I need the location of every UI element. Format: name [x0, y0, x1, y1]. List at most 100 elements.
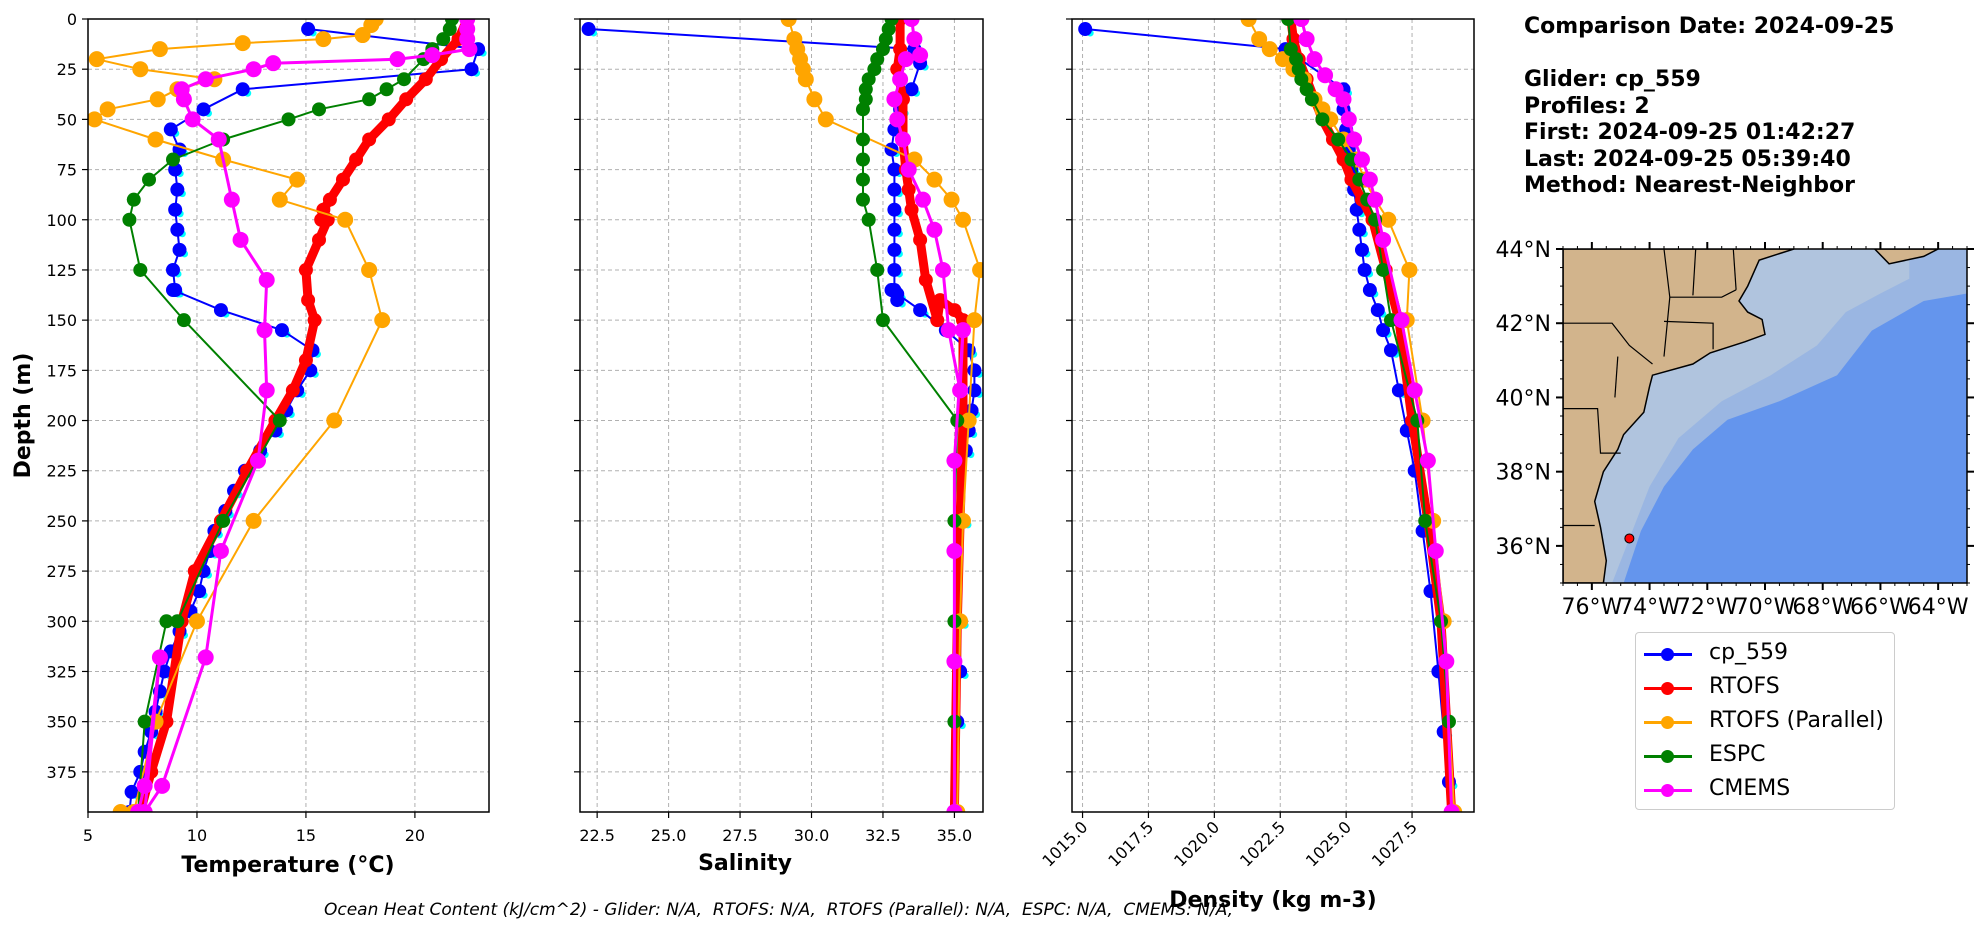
- axes-frame: [579, 18, 984, 813]
- data-point: [946, 452, 963, 469]
- data-point: [914, 191, 931, 208]
- lon-tick-label: 70°W: [1735, 595, 1796, 620]
- series-line-rtofs-parallel-: [787, 19, 982, 812]
- data-point: [281, 112, 296, 127]
- data-point: [122, 212, 137, 227]
- x-tick-label: 15: [296, 826, 316, 845]
- data-point: [1391, 383, 1406, 398]
- data-point: [274, 323, 289, 338]
- data-point: [797, 71, 814, 88]
- data-point: [197, 71, 214, 88]
- legend-item-rtofs-parallel: RTOFS (Parallel): [1636, 705, 1894, 739]
- data-point: [147, 131, 164, 148]
- temperature-panel: 5 10 15 20025507510012515017520022525027530…: [11, 10, 490, 878]
- x-axis-label: Salinity: [698, 851, 792, 876]
- data-point: [946, 653, 963, 670]
- data-point: [168, 202, 183, 217]
- state-border: [1614, 356, 1619, 398]
- data-point: [362, 92, 377, 107]
- data-point: [212, 543, 229, 560]
- lon-tick-label: 68°W: [1792, 595, 1853, 620]
- data-point: [381, 112, 396, 127]
- data-point: [192, 584, 207, 599]
- data-point: [894, 131, 911, 148]
- data-point: [213, 303, 228, 318]
- data-point: [1419, 452, 1436, 469]
- state-border: [1563, 408, 1621, 454]
- data-point: [1346, 131, 1363, 148]
- series-group: [581, 19, 983, 820]
- data-point: [858, 82, 873, 97]
- state-border: [1663, 320, 1714, 350]
- data-point: [397, 72, 412, 87]
- axes-frame: [87, 18, 490, 813]
- data-point: [1298, 31, 1315, 48]
- series-group: [88, 19, 487, 812]
- data-point: [210, 131, 227, 148]
- data-point: [1370, 303, 1385, 318]
- density-panel: 1015.0 1017.5 1020.0 1022.5 1025.0 1027.5 Dens…: [1038, 18, 1475, 913]
- data-point: [855, 102, 870, 117]
- data-point: [307, 313, 322, 328]
- legend-marker: [1661, 750, 1674, 763]
- lat-tick-label: 38°N: [1496, 461, 1551, 486]
- lat-tick-label: 36°N: [1496, 535, 1551, 560]
- data-point: [1443, 804, 1460, 812]
- glider-name: Glider: cp_559: [1524, 67, 1701, 92]
- glider-raw-point: [1453, 813, 1460, 820]
- first-time: First: 2024-09-25 01:42:27: [1524, 120, 1856, 145]
- data-point: [172, 242, 187, 257]
- data-point: [232, 231, 249, 248]
- data-point: [918, 272, 933, 287]
- data-point: [315, 31, 332, 48]
- y-tick-label: 25: [57, 60, 77, 79]
- data-point: [887, 222, 902, 237]
- data-point: [933, 293, 948, 308]
- data-point: [151, 41, 168, 58]
- y-tick-label: 75: [57, 161, 77, 180]
- data-point: [904, 82, 919, 97]
- data-point: [258, 271, 275, 288]
- data-point: [900, 161, 917, 178]
- data-point: [322, 192, 337, 207]
- x-axis-label: Temperature (°C): [181, 853, 394, 878]
- x-tick-label: 25.0: [651, 826, 687, 845]
- data-point: [301, 293, 316, 308]
- data-point: [855, 152, 870, 167]
- data-point: [130, 804, 147, 812]
- data-point: [926, 221, 943, 238]
- map-layers: [1563, 249, 1967, 583]
- data-point: [817, 111, 834, 128]
- data-point: [165, 283, 180, 298]
- data-point: [1362, 283, 1377, 298]
- data-point: [1352, 222, 1367, 237]
- legend-marker: [1661, 682, 1674, 695]
- data-point: [272, 413, 287, 428]
- data-point: [399, 92, 414, 107]
- data-point: [88, 111, 103, 128]
- glider-location-marker: [1624, 533, 1635, 544]
- land: [1563, 249, 1795, 583]
- data-point: [126, 192, 141, 207]
- data-point: [1240, 19, 1257, 27]
- data-point: [349, 152, 364, 167]
- glider-raw-point: [959, 813, 966, 820]
- comparison-date: Comparison Date: 2024-09-25: [1524, 14, 1895, 39]
- y-tick-label: 225: [46, 462, 77, 481]
- data-point: [912, 47, 929, 64]
- data-point: [137, 714, 152, 729]
- last-time: Last: 2024-09-25 05:39:40: [1524, 146, 1851, 172]
- data-point: [361, 261, 378, 278]
- data-point: [464, 62, 479, 77]
- legend-item-glider: cp_559: [1636, 637, 1894, 671]
- data-point: [887, 202, 902, 217]
- data-point: [176, 313, 191, 328]
- data-point: [1393, 312, 1410, 329]
- data-point: [151, 649, 168, 666]
- data-point: [197, 649, 214, 666]
- data-point: [285, 383, 300, 398]
- data-point: [901, 182, 916, 197]
- series-line-cmems: [136, 19, 471, 812]
- data-point: [175, 91, 192, 108]
